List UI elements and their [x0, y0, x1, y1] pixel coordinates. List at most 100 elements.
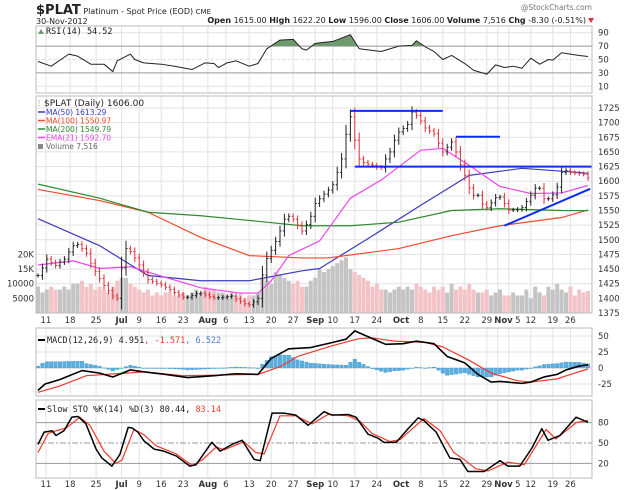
- price-bar: [225, 294, 229, 300]
- x-tick-label: 24: [371, 316, 382, 326]
- price-bar: [564, 168, 568, 176]
- rsi-tick-label: 70: [598, 42, 609, 52]
- macd-histogram-bar: [106, 367, 111, 370]
- macd-histogram-bar: [564, 361, 568, 369]
- volume-bar: [436, 289, 441, 313]
- macd-histogram-bar: [97, 366, 102, 369]
- volume-bar: [418, 286, 423, 313]
- volume-bar: [49, 286, 54, 313]
- macd-histogram-bar: [128, 364, 133, 369]
- x-tick-label: 25: [91, 316, 102, 326]
- macd-histogram-bar: [414, 366, 419, 369]
- macd-histogram-bar: [326, 364, 331, 369]
- open-value: 1615.00: [234, 16, 267, 25]
- x-tick-label: 9: [136, 480, 141, 490]
- price-bar: [54, 259, 58, 269]
- volume-bar: [564, 292, 568, 313]
- exchange: CME: [196, 8, 211, 16]
- volume-bar: [440, 286, 445, 313]
- volume-tick-label: 10000: [7, 280, 34, 290]
- rsi-area-icon: [38, 29, 44, 34]
- macd-histogram-bar: [344, 364, 348, 369]
- macd-histogram-bar: [410, 367, 414, 369]
- macd-histogram-bar: [559, 362, 564, 369]
- price-bar: [524, 197, 528, 212]
- volume-bar: [44, 289, 49, 313]
- volume-bar: [300, 286, 304, 313]
- macd-histogram-bar: [49, 361, 54, 369]
- macd-histogram-bar: [423, 367, 428, 369]
- legend-entry: Volume 7,516: [46, 142, 98, 151]
- price-bar: [494, 193, 498, 207]
- macd-histogram-bar: [150, 367, 155, 369]
- legend-value: 1592.70: [80, 134, 111, 143]
- volume-bar: [471, 289, 476, 313]
- macd-histogram-bar: [374, 367, 379, 371]
- volume-bar: [291, 283, 296, 313]
- price-bar: [476, 193, 480, 198]
- volume-bar: [80, 280, 84, 313]
- price-bar: [84, 245, 88, 257]
- price-bar: [247, 301, 251, 308]
- close-value: 1606.00: [411, 16, 444, 25]
- price-bar: [397, 127, 401, 145]
- price-bar: [516, 207, 520, 213]
- macd-tick-label: -25: [598, 380, 612, 390]
- macd-legend-signal: -1.571: [155, 336, 186, 346]
- x-tick-label: 29: [481, 480, 492, 490]
- sto-legend-text: Slow STO %K(14) %D(3) 80.44, 83.14: [47, 405, 221, 415]
- x-tick-label: 29: [481, 316, 492, 326]
- macd-histogram-bar: [445, 367, 450, 376]
- macd-histogram-bar: [124, 366, 128, 369]
- high-label: High: [269, 16, 290, 25]
- price-bar: [454, 136, 458, 157]
- low-value: 1596.00: [349, 16, 382, 25]
- price-bar: [304, 220, 308, 235]
- price-bar: [467, 169, 471, 195]
- price-bar: [221, 294, 225, 300]
- volume-bar: [537, 292, 542, 313]
- macd-histogram-bar: [418, 367, 423, 369]
- price-bar: [256, 295, 260, 305]
- volume-bar: [110, 286, 115, 313]
- legend-value: 1550.97: [80, 117, 111, 126]
- macd-histogram-bar: [80, 361, 84, 369]
- volume-bar: [352, 271, 357, 313]
- macd-histogram-bar: [251, 367, 256, 369]
- macd-tick-label: 25: [598, 348, 609, 358]
- volume-bar: [462, 289, 467, 313]
- macd-histogram-bar: [335, 364, 340, 369]
- price-bar: [344, 124, 348, 169]
- close-label: Close: [384, 16, 409, 25]
- legend-value: 1549.79: [80, 125, 111, 134]
- overlay-ma200: [37, 183, 589, 227]
- volume-bar: [449, 283, 454, 313]
- macd-tick-label: 50: [598, 332, 609, 342]
- volume-bar: [568, 286, 573, 313]
- down-triangle-icon: [588, 18, 594, 23]
- high-value: 1622.20: [293, 16, 326, 25]
- sto-legend-d: 83.14: [195, 405, 221, 415]
- x-tick-label: Jul: [115, 480, 128, 490]
- trendline: [504, 187, 591, 227]
- volume-bar: [278, 274, 282, 313]
- price-bar: [124, 240, 128, 276]
- volume-bar: [515, 295, 520, 313]
- macd-histogram-bar: [330, 364, 335, 369]
- volume-bar: [88, 283, 93, 313]
- price-bar: [445, 143, 449, 156]
- volume-bar: [586, 291, 590, 313]
- macd-histogram-bar: [154, 367, 159, 369]
- price-tick-label: 1675: [598, 133, 620, 143]
- volume-bar: [58, 289, 62, 313]
- price-bar: [326, 186, 330, 198]
- volume-bar: [524, 289, 529, 313]
- macd-histogram-bar: [550, 363, 555, 369]
- macd-histogram-bar: [300, 360, 304, 369]
- x-tick-label: 20: [266, 480, 277, 490]
- volume-bar: [194, 289, 199, 313]
- volume-bar: [361, 277, 366, 313]
- macd-histogram-bar: [524, 367, 529, 370]
- macd-histogram-bar: [234, 366, 238, 369]
- volume-bar: [102, 289, 106, 313]
